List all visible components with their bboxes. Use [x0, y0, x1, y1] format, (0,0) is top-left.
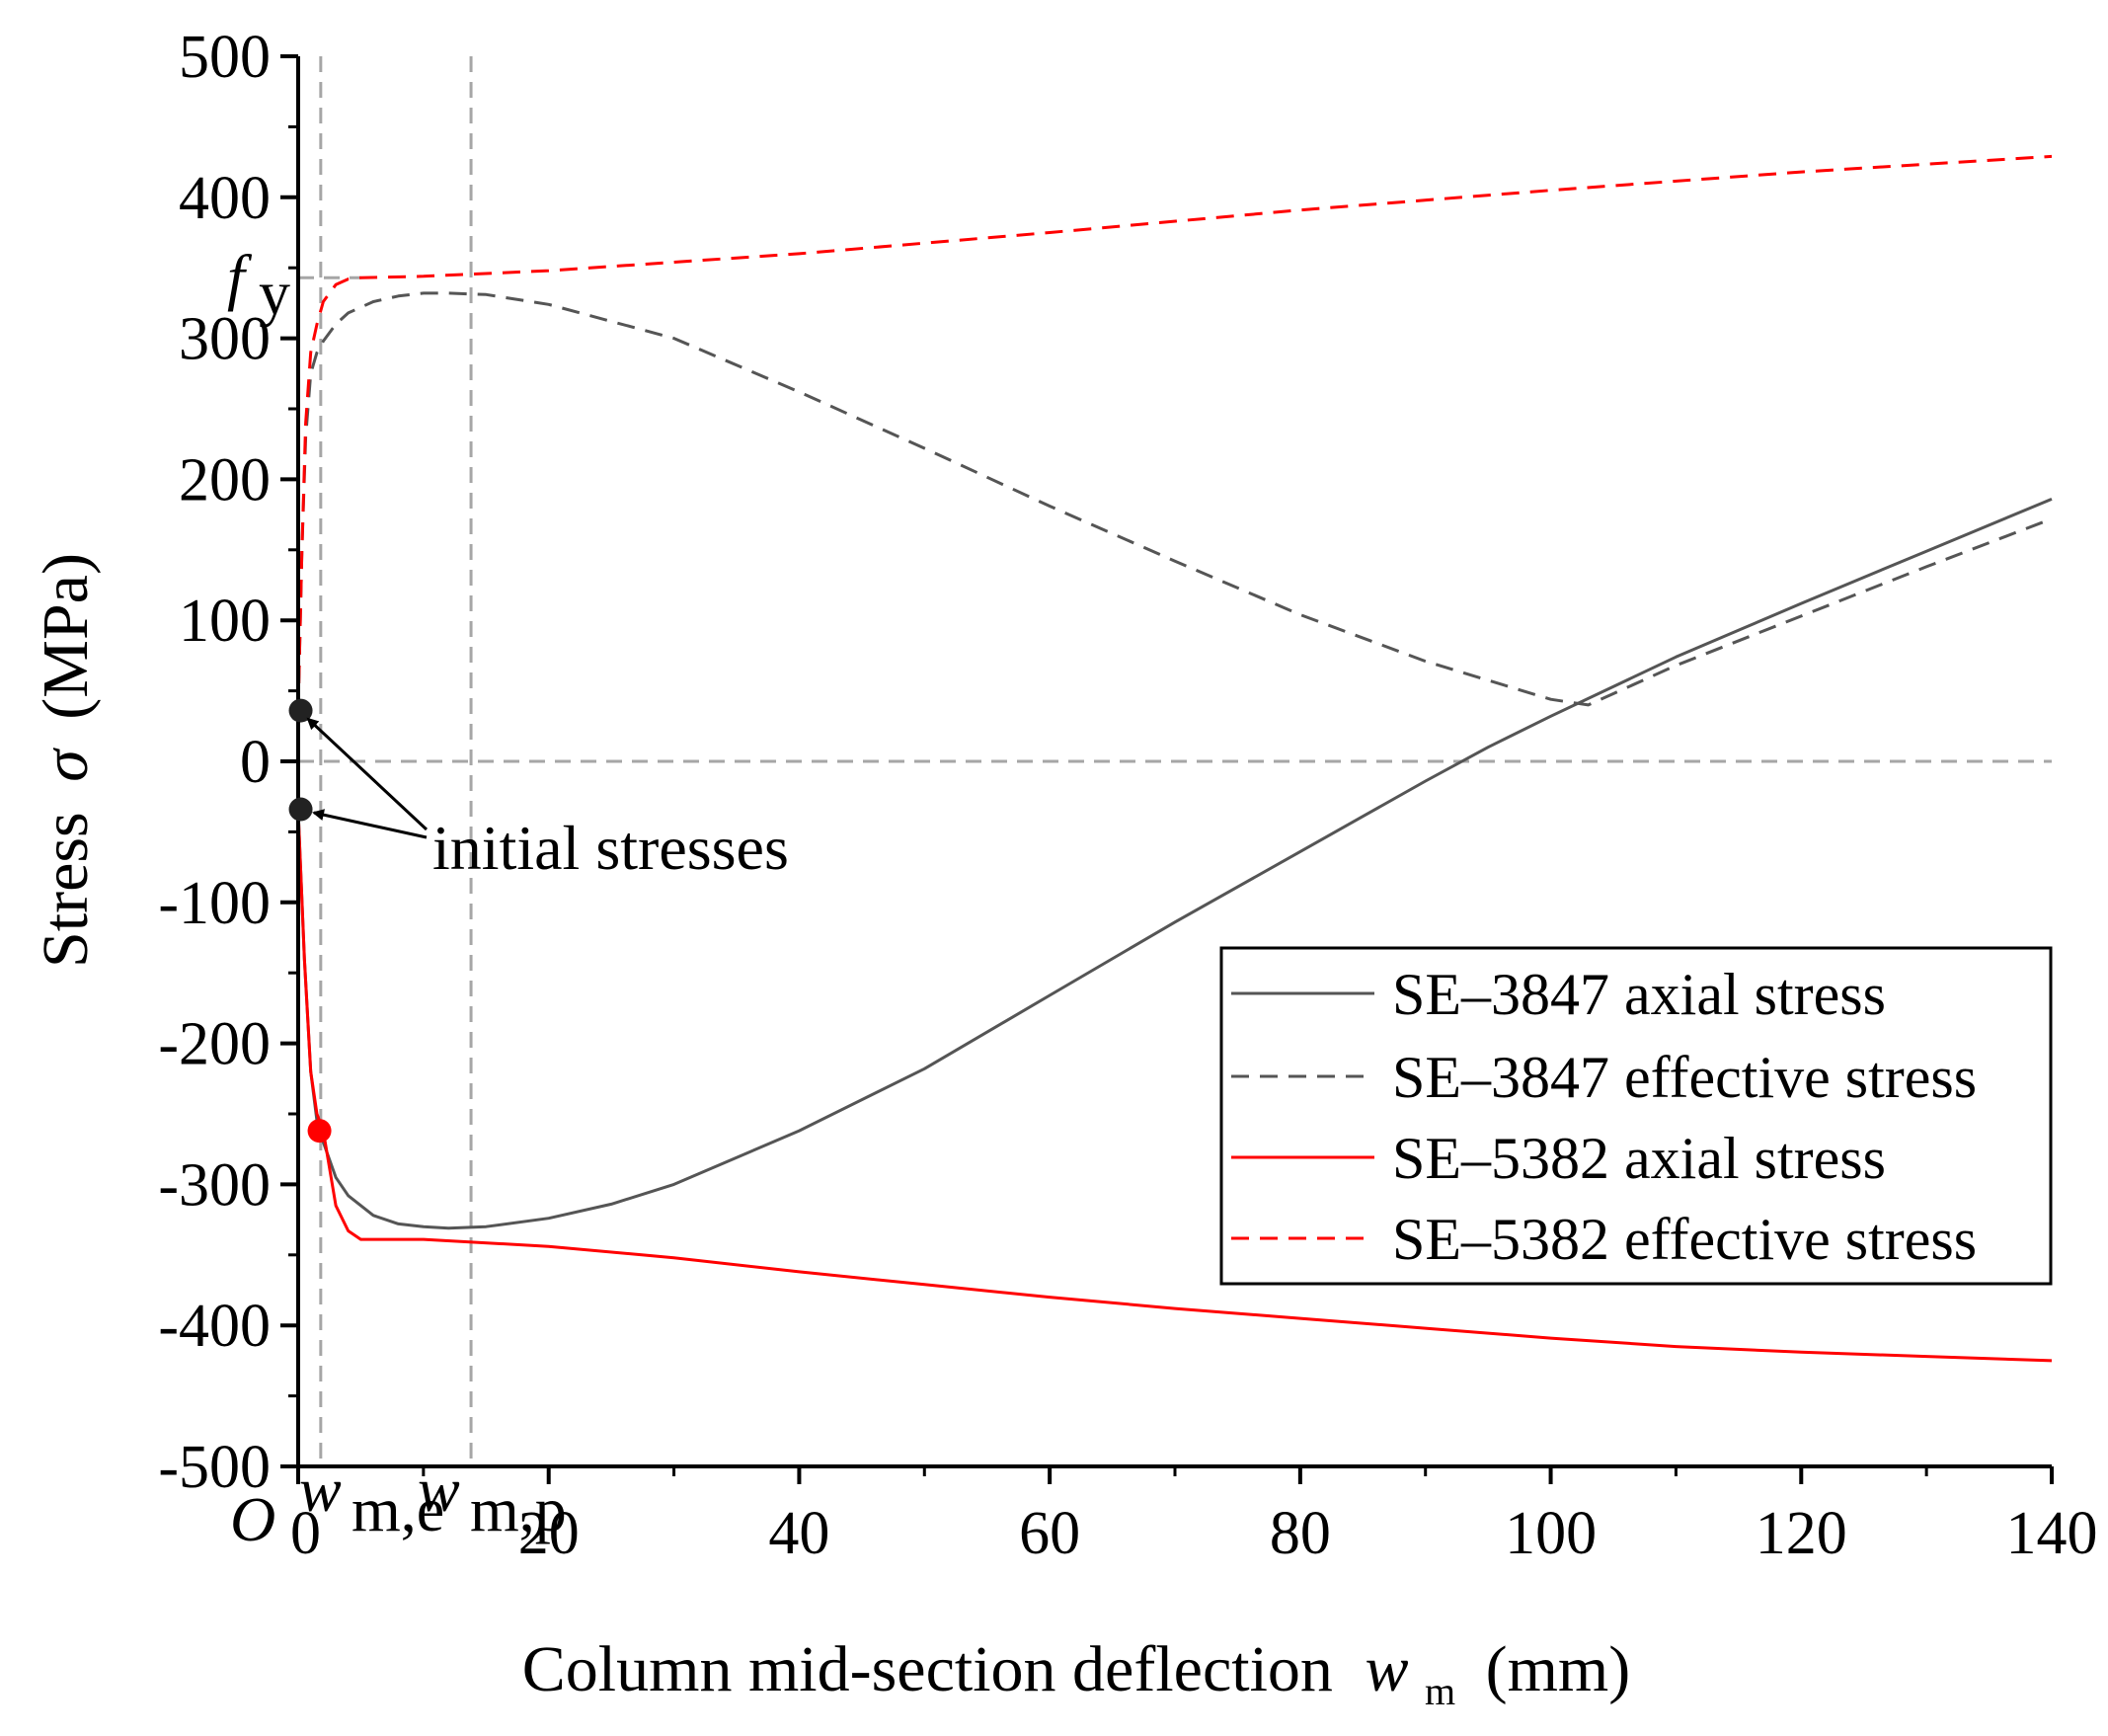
initial-stresses-arrow-upper	[306, 717, 429, 831]
initial-stresses-arrow-lower	[312, 809, 428, 839]
ticks: -500 -400 -300 -200 -100 0 100 200 300 400 500 0 20 4…	[158, 24, 2097, 1567]
initial-stresses-label: initial stresses	[432, 813, 789, 883]
y-tick-label: -400	[158, 1293, 271, 1360]
y-axis-title-unit: (MPa)	[30, 553, 102, 720]
fy-subscript: y	[259, 258, 290, 328]
y-axis-title-symbol: σ	[30, 748, 102, 782]
wme-subscript: m,e	[351, 1474, 444, 1544]
y-axis-title-text: Stress	[30, 812, 102, 968]
x-tick-label: 100	[1505, 1500, 1597, 1567]
stress-marker-2	[307, 1119, 332, 1144]
annotations: initial stresses f y O w m,e w m,p	[227, 242, 789, 1554]
legend-box	[1219, 946, 2053, 1286]
x-axis-title-symbol: w	[1365, 1633, 1408, 1705]
x-axis-title: Column mid-section deflection w m (mm)	[522, 1633, 1630, 1719]
legend: SE–3847 axial stress SE–3847 effective s…	[1219, 946, 2053, 1286]
x-axis-title-subscript: m	[1425, 1669, 1455, 1713]
y-tick-label: 100	[179, 588, 271, 655]
series-line-3	[296, 154, 2053, 713]
origin-label: O	[230, 1484, 275, 1554]
y-axis-title: Stress σ (MPa)	[30, 553, 102, 968]
y-tick-label: 400	[179, 165, 271, 232]
y-tick-label: -300	[158, 1151, 271, 1219]
wmp-subscript: m,p	[470, 1474, 567, 1544]
wmp-label: w	[418, 1455, 460, 1525]
x-tick-label: 80	[1270, 1500, 1331, 1567]
stress-marker-0	[288, 698, 313, 723]
y-tick-label: 300	[179, 306, 271, 373]
x-axis-title-text: Column mid-section deflection	[522, 1633, 1333, 1705]
y-tick-label: -100	[158, 870, 271, 937]
y-tick-label: 500	[179, 24, 271, 91]
x-tick-label: 40	[768, 1500, 829, 1567]
x-tick-label: 20	[518, 1500, 580, 1567]
x-axis-title-unit: (mm)	[1486, 1633, 1631, 1705]
y-tick-label: 0	[240, 729, 271, 796]
y-tick-label: -200	[158, 1011, 271, 1078]
wme-label: w	[299, 1455, 342, 1525]
y-tick-label: -500	[158, 1434, 271, 1501]
fy-label: f	[227, 242, 253, 312]
x-tick-label: 120	[1756, 1500, 1847, 1567]
y-tick-label: 200	[179, 446, 271, 513]
legend-label-se5382-effective: SE–5382 effective stress	[1392, 1207, 1977, 1272]
stress-marker-1	[288, 797, 313, 822]
x-tick-label: 140	[2006, 1500, 2098, 1567]
initial-stress-markers	[288, 698, 332, 1144]
legend-label-se3847-axial: SE–3847 axial stress	[1392, 962, 1886, 1027]
reference-lines	[298, 56, 2052, 1466]
series-line-1	[296, 291, 2053, 713]
legend-label-se3847-effective: SE–3847 effective stress	[1392, 1045, 1977, 1110]
x-tick-label: 60	[1019, 1500, 1080, 1567]
legend-label-se5382-axial: SE–5382 axial stress	[1392, 1126, 1886, 1191]
x-tick-label: 0	[290, 1500, 321, 1567]
